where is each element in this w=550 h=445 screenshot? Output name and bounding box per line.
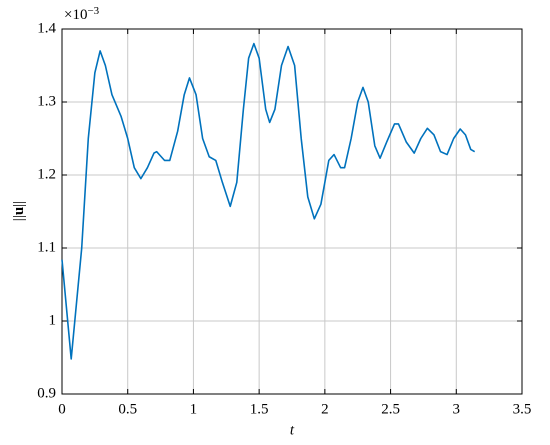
y-axis-label: ||u|| (11, 201, 27, 221)
x-tick-label: 3.5 (513, 401, 532, 417)
y-tick-label: 1.3 (37, 93, 56, 109)
x-tick-label: 1.5 (250, 401, 269, 417)
y-tick-label: 0.9 (37, 385, 56, 401)
y-tick-label: 1.4 (37, 20, 56, 36)
y-tick-label: 1.2 (37, 166, 56, 182)
data-line (61, 42, 476, 360)
x-tick-label: 3 (453, 401, 461, 417)
x-tick-label: 0 (58, 401, 66, 417)
y-tick-label: 1.1 (37, 239, 56, 255)
y-tick-label: 1 (49, 312, 57, 328)
x-tick-label: 0.5 (118, 401, 137, 417)
x-tick-label: 2 (321, 401, 329, 417)
x-axis-label: t (290, 422, 295, 438)
y-multiplier: ×10−3 (64, 5, 100, 24)
x-tick-label: 1 (190, 401, 198, 417)
plot-frame (61, 28, 523, 395)
x-tick-label: 2.5 (381, 401, 400, 417)
